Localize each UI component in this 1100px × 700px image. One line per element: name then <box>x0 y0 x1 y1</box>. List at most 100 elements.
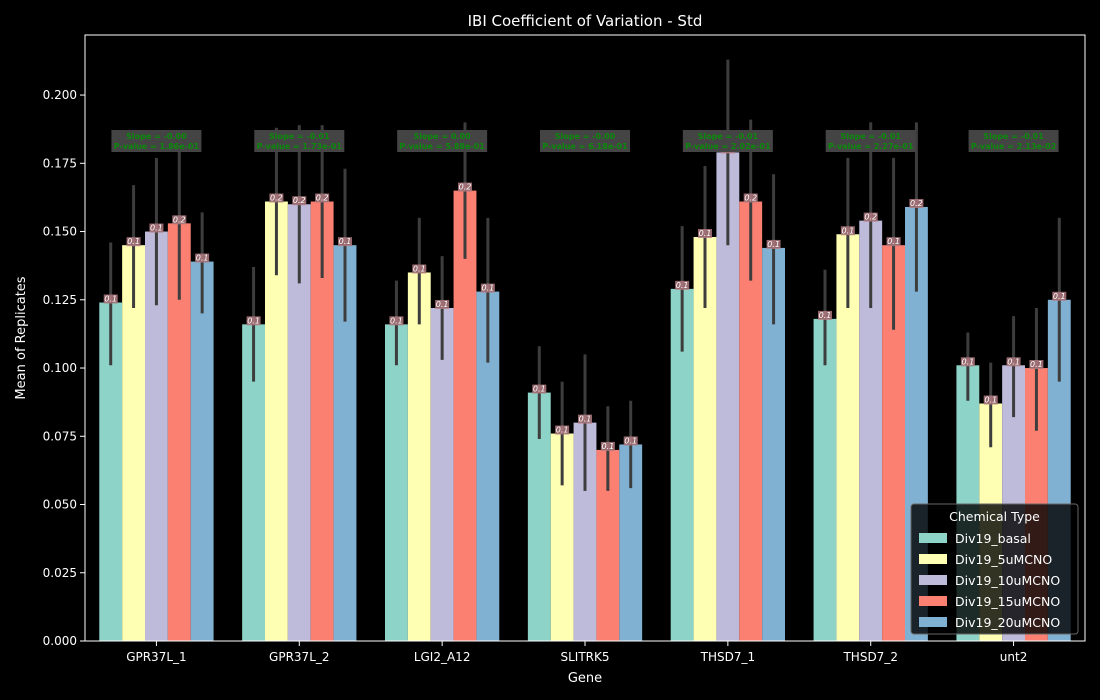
legend-label: Div19_15uMCNO <box>955 594 1060 609</box>
bar <box>573 422 597 641</box>
annotation-box <box>111 130 202 152</box>
plot-area: 0.000 0.025 0.050 0.075 0.100 0.125 0.150 0.175… <box>43 34 1086 664</box>
data-label-box <box>743 193 758 203</box>
data-label-box <box>103 294 118 304</box>
data-label-box <box>623 436 638 446</box>
annotation-box <box>397 130 488 152</box>
annotation-slope: Slope = -0.01 <box>983 132 1044 141</box>
legend-title: Chemical Type <box>949 509 1040 524</box>
data-label: 0.1 <box>127 237 140 246</box>
bar <box>716 152 740 642</box>
y-tick-label: 0.050 <box>43 498 77 512</box>
bar <box>287 204 311 642</box>
data-label: 0.1 <box>841 226 854 235</box>
annotation-slope: Slope = -0.01 <box>840 132 901 141</box>
data-label-box <box>269 193 284 203</box>
annotation-pvalue: P-value = 2.02e-01 <box>685 142 771 151</box>
x-tick-label: SLITRK5 <box>560 650 609 664</box>
data-label: 0.1 <box>961 357 974 366</box>
data-label-box <box>412 264 427 274</box>
bar <box>836 234 860 641</box>
data-label: 0.1 <box>413 264 426 273</box>
data-label: 0.2 <box>270 194 283 203</box>
data-label: 0.2 <box>316 194 329 203</box>
bar <box>385 324 408 641</box>
x-tick-label: unt2 <box>1000 650 1028 664</box>
data-label-box <box>600 441 615 451</box>
x-tick-label: THSD7_1 <box>700 650 755 664</box>
data-label-box <box>126 237 141 247</box>
x-tick-label: LGI2_A12 <box>414 650 471 664</box>
data-label: 0.2 <box>744 194 757 203</box>
data-label-box <box>1052 291 1067 301</box>
data-label: 0.1 <box>556 426 569 435</box>
y-tick-label: 0.200 <box>43 88 77 102</box>
legend-swatch <box>919 617 947 627</box>
bar <box>882 245 905 641</box>
legend-label: Div19_20uMCNO <box>955 615 1060 630</box>
data-label: 0.2 <box>173 215 186 224</box>
data-label-box <box>818 310 832 320</box>
data-label-box <box>532 384 547 394</box>
bar <box>670 288 694 641</box>
data-label-box <box>458 182 472 192</box>
x-tick-label: THSD7_2 <box>842 650 897 664</box>
legend-swatch <box>919 575 947 585</box>
legend-swatch <box>919 533 947 543</box>
bar <box>813 318 837 641</box>
data-label-box <box>960 357 975 367</box>
y-tick-label: 0.025 <box>43 566 77 580</box>
bar <box>122 245 145 641</box>
annotation-slope: Slope = -0.00 <box>555 132 616 141</box>
data-label-box <box>886 237 901 247</box>
data-label-box <box>246 316 261 326</box>
data-label: 0.1 <box>767 240 780 249</box>
data-label-box <box>172 215 187 225</box>
data-label: 0.1 <box>819 311 832 320</box>
data-label-box <box>675 280 690 290</box>
data-label: 0.1 <box>390 316 403 325</box>
annotation-pvalue: P-value = 2.27e-01 <box>828 142 914 151</box>
data-label: 0.1 <box>196 254 209 263</box>
data-label: 0.1 <box>624 436 637 445</box>
bar <box>167 223 191 641</box>
bar <box>596 449 620 641</box>
data-label-box <box>863 212 878 222</box>
bar <box>190 261 214 641</box>
annotation-slope: Slope = -0.01 <box>698 132 759 141</box>
bar <box>619 444 643 641</box>
data-label-box <box>578 414 592 424</box>
y-tick-label: 0.100 <box>43 361 77 375</box>
data-label-box <box>766 239 781 249</box>
annotation-pvalue: P-value = 2.13e-02 <box>971 142 1056 151</box>
bar <box>333 245 357 641</box>
legend-box <box>910 503 1079 635</box>
data-label: 0.1 <box>1030 360 1043 369</box>
data-label: 0.1 <box>676 281 689 290</box>
bar <box>762 247 785 641</box>
bar <box>145 231 168 642</box>
annotation-pvalue: P-value = 6.18e-01 <box>542 142 628 151</box>
data-label: 0.1 <box>699 229 712 238</box>
legend-label: Div19_10uMCNO <box>955 573 1060 588</box>
data-label: 0.2 <box>864 213 877 222</box>
data-label: 0.2 <box>910 199 923 208</box>
annotation-box <box>825 130 916 152</box>
data-label: 0.2 <box>459 183 472 192</box>
data-label-box <box>1029 360 1044 370</box>
bar <box>693 237 717 641</box>
annotation-box <box>968 130 1059 152</box>
data-label-box <box>435 299 450 309</box>
data-label-box <box>149 223 164 233</box>
bar <box>430 307 454 641</box>
data-label: 0.1 <box>984 396 997 405</box>
data-label-box <box>338 237 352 247</box>
data-label-box <box>698 229 712 238</box>
legend: Chemical Type Div19_basal Div19_5uMCNO Div1… <box>910 503 1079 635</box>
data-label: 0.1 <box>481 284 494 293</box>
axes-frame <box>84 34 1086 642</box>
x-tick-label: GPR37L_2 <box>269 650 329 664</box>
legend-label: Div19_basal <box>955 531 1031 546</box>
bar <box>99 302 123 641</box>
